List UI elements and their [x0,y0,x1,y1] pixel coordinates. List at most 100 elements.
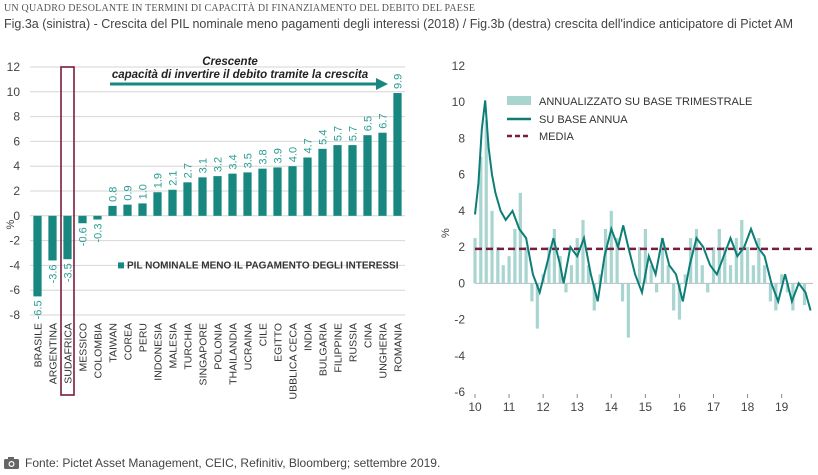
bar [198,177,207,216]
x-category-label: RUSSIA [348,323,360,362]
quarterly-bar [734,238,738,284]
x-tick-label: 19 [775,400,789,414]
quarterly-bar [745,247,750,284]
left-bar-chart: -8 -6 -4 -2 0 2 4 6 8 10 12% -6.5 BRASILE -3.6 ARGENTI… [5,56,405,400]
annotation-line-1: Crescente [202,56,258,68]
bar [168,189,177,216]
x-category-label: INDONESIA [153,323,165,381]
legend-label: PIL NOMINALE MENO IL PAGAMENTO DEGLI INT… [127,260,399,271]
x-tick-label: 11 [503,400,516,414]
x-category-label: ROMANIA [393,323,405,372]
data-label: 3.8 [258,149,270,164]
x-category-label: ARGENTINA [48,323,60,384]
quarterly-bar [490,210,494,284]
bar [273,167,282,216]
x-category-label: EGITTO [273,323,285,362]
quarterly-bar [780,274,784,284]
annual-line [474,100,812,311]
quarterly-bar [592,283,596,311]
data-label: 5.4 [318,130,330,145]
quarterly-bar [518,192,522,284]
data-label: -3.5 [63,263,75,282]
quarterly-bar [569,265,574,284]
x-category-label: BRASILE [33,323,45,367]
quarterly-bar [763,265,767,284]
bar [243,172,252,216]
bar [123,204,132,216]
data-label: -6.5 [33,300,45,319]
data-label: 4.7 [303,138,315,153]
y-tick-label: 6 [458,168,465,182]
bar [78,215,87,224]
x-category-label: COREA [123,323,135,360]
quarterly-bar [598,274,602,284]
quarterly-bar [479,156,483,284]
quarterly-bar [643,229,647,284]
data-label: 1.0 [138,184,150,199]
quarterly-bar [473,238,477,284]
bar [348,145,357,216]
quarterly-bar [677,283,682,320]
y-axis-label: % [440,228,452,238]
quarterly-bar [728,265,733,284]
y-tick-label: 10 [7,85,21,99]
legend-label-mean: MEDIA [539,131,575,143]
quarterly-bar [513,229,517,284]
quarterly-bar [530,283,534,302]
y-tick-label: -6 [454,385,465,399]
data-label: 0.8 [108,187,120,202]
quarterly-bar [547,247,551,284]
y-tick-label: -2 [454,313,465,327]
x-category-label: TAIWAN [108,323,120,363]
data-label: 2.7 [183,163,195,178]
quarterly-bar [626,283,630,338]
y-tick-label: -8 [9,308,20,322]
bar [33,215,42,297]
quarterly-bar [655,283,659,293]
annotation-arrowhead [376,78,388,90]
x-category-label: PERU [138,323,150,352]
bar [333,145,342,216]
data-label: 1.9 [153,173,165,188]
y-tick-label: 8 [13,110,20,124]
quarterly-bar [615,238,619,284]
x-category-label: UNGHERIA [378,323,390,378]
quarterly-bar [785,283,790,293]
legend-label-line: SU BASE ANNUA [539,114,628,126]
bar [393,93,402,216]
camera-icon [4,457,19,469]
source-footer: Fonte: Pictet Asset Management, CEIC, Re… [4,456,440,470]
bar [138,203,147,216]
data-label: 3.2 [213,157,225,172]
y-tick-label: 8 [458,131,465,145]
data-label: 5.7 [333,126,345,141]
data-label: 6.5 [363,116,375,131]
bar [183,182,192,216]
bar [363,135,372,216]
quarterly-bar [683,274,687,284]
highlight-box [60,66,75,396]
data-label: 2.1 [168,170,180,185]
x-category-label: COLOMBIA [93,323,105,378]
quarterly-bar [802,283,807,306]
x-tick-label: 15 [639,400,653,414]
quarterly-bar [751,265,755,284]
x-category-label: FILIPPINE [333,323,345,373]
quarterly-bar [575,238,579,284]
bar [213,176,222,216]
quarterly-bar [757,238,761,284]
bar [318,148,327,216]
y-tick-label: 0 [458,276,465,290]
x-category-label: INDIA [303,323,315,351]
data-label: 3.5 [243,153,255,168]
bar [288,166,297,216]
data-label: 3.9 [273,148,285,163]
y-tick-label: 0 [13,209,20,223]
quarterly-bar [672,283,676,311]
quarterly-bar [501,265,505,284]
y-tick-label: 10 [452,95,466,109]
x-tick-label: 16 [673,400,687,414]
quarterly-bar [586,265,591,284]
y-tick-label: -4 [9,258,20,272]
y-tick-label: 2 [13,184,20,198]
